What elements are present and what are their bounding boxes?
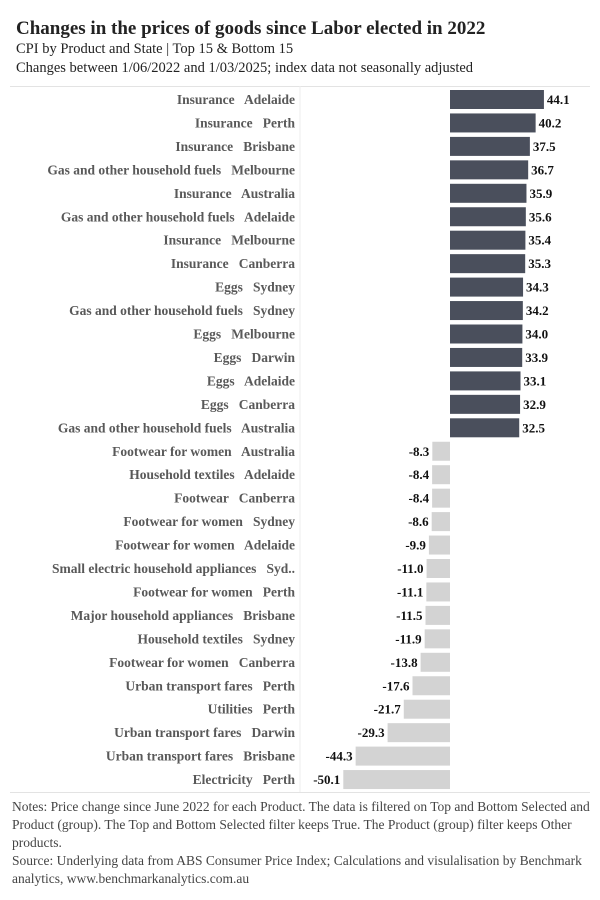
bar-positive[interactable] [450,394,521,414]
value-label: -44.3 [326,749,354,764]
category-label: Insurance Canberra [171,256,295,271]
bar-positive[interactable] [450,277,524,297]
value-label: -50.1 [313,772,340,787]
category-label: Insurance Australia [174,186,295,201]
bar-positive[interactable] [450,254,526,274]
category-label: Eggs Canberra [201,397,295,412]
value-label: -11.0 [397,561,423,576]
value-label: -9.9 [405,538,426,553]
bar-negative[interactable] [432,465,450,485]
bar-positive[interactable] [450,160,529,180]
value-label: -8.6 [408,514,429,529]
bar-positive[interactable] [450,230,526,250]
category-label: Household textiles Adelaide [129,467,295,482]
bar-negative[interactable] [424,629,450,649]
value-label: -11.1 [397,584,423,599]
category-label: Urban transport fares Darwin [114,725,295,740]
value-label: 32.5 [522,420,545,435]
bar-positive[interactable] [450,207,526,227]
category-label: Eggs Melbourne [193,327,295,342]
value-label: 36.7 [531,162,554,177]
bar-negative[interactable] [425,605,450,625]
value-label: 33.1 [524,373,547,388]
bar-positive[interactable] [450,324,523,344]
category-label: Footwear for women Perth [133,584,295,599]
category-label: Footwear for women Adelaide [115,538,295,553]
chart-date-range: Changes between 1/06/2022 and 1/03/2025;… [16,60,474,76]
bar-negative[interactable] [403,699,450,719]
bar-negative[interactable] [420,652,450,672]
notes-text: Notes: Price change since June 2022 for … [12,799,590,850]
category-label: Insurance Adelaide [177,92,295,107]
category-label: Eggs Sydney [215,280,295,295]
value-label: -8.4 [409,467,430,482]
value-label: -8.3 [409,444,430,459]
value-label: -8.4 [409,491,430,506]
category-label: Insurance Brisbane [175,139,295,154]
bar-negative[interactable] [355,746,450,766]
value-label: 35.4 [528,233,551,248]
value-label: 34.3 [526,280,549,295]
bar-negative[interactable] [431,512,450,532]
category-label: Gas and other household fuels Melbourne [47,162,295,177]
bar-negative[interactable] [426,582,450,602]
value-label: -29.3 [357,725,385,740]
bar-positive[interactable] [450,183,527,203]
category-label: Electricity Perth [193,772,296,787]
category-label: Eggs Adelaide [207,373,295,388]
category-label: Footwear for women Canberra [109,655,295,670]
category-label: Small electric household appliances Syd.… [52,561,295,576]
value-label: 44.1 [547,92,570,107]
chart-title: Changes in the prices of goods since Lab… [16,18,486,39]
bar-negative[interactable] [432,488,450,508]
value-label: -17.6 [382,678,410,693]
category-label: Gas and other household fuels Adelaide [61,209,295,224]
source-text: Source: Underlying data from ABS Consume… [12,853,582,886]
value-label: 37.5 [533,139,556,154]
chart-subtitle: CPI by Product and State | Top 15 & Bott… [16,41,294,57]
bar-negative[interactable] [412,676,450,696]
bar-chart: Insurance Adelaide 44.1 Insurance Perth 40.… [47,86,570,792]
bar-positive[interactable] [450,113,536,133]
bar-negative[interactable] [428,535,450,555]
value-label: 34.0 [525,327,548,342]
category-label: Utilities Perth [208,702,296,717]
category-label: Footwear for women Australia [112,444,295,459]
category-label: Eggs Darwin [214,350,296,365]
value-label: 35.6 [529,209,552,224]
value-label: 35.9 [529,186,552,201]
value-label: 34.2 [526,303,549,318]
bar-positive[interactable] [450,136,530,156]
value-label: -21.7 [374,702,402,717]
bar-positive[interactable] [450,301,523,321]
bar-positive[interactable] [450,90,544,109]
value-label: 33.9 [525,350,548,365]
bar-negative[interactable] [426,559,450,578]
bar-negative[interactable] [432,441,450,461]
category-label: Insurance Melbourne [163,233,295,248]
bottom-divider [10,792,590,793]
value-label: 32.9 [523,397,546,412]
value-label: -11.5 [396,608,423,623]
value-label: 35.3 [528,256,551,271]
value-label: -11.9 [395,631,422,646]
bar-positive[interactable] [450,347,523,367]
category-label: Footwear Canberra [174,491,295,506]
category-label: Urban transport fares Perth [125,678,295,693]
value-label: 40.2 [539,115,562,130]
category-label: Gas and other household fuels Sydney [69,303,295,318]
bar-negative[interactable] [343,770,450,790]
category-label: Household textiles Sydney [137,631,295,646]
value-label: -13.8 [391,655,419,670]
bar-positive[interactable] [450,418,520,438]
category-label: Footwear for women Sydney [123,514,295,529]
category-label: Insurance Perth [195,115,296,130]
category-label: Gas and other household fuels Australia [58,420,295,435]
category-label: Urban transport fares Brisbane [106,749,295,764]
notes-section: Notes: Price change since June 2022 for … [12,798,590,888]
bar-negative[interactable] [387,723,450,743]
bar-positive[interactable] [450,371,521,391]
bars-group: Insurance Adelaide 44.1 Insurance Perth 40.… [47,90,570,790]
category-label: Major household appliances Brisbane [71,608,295,623]
